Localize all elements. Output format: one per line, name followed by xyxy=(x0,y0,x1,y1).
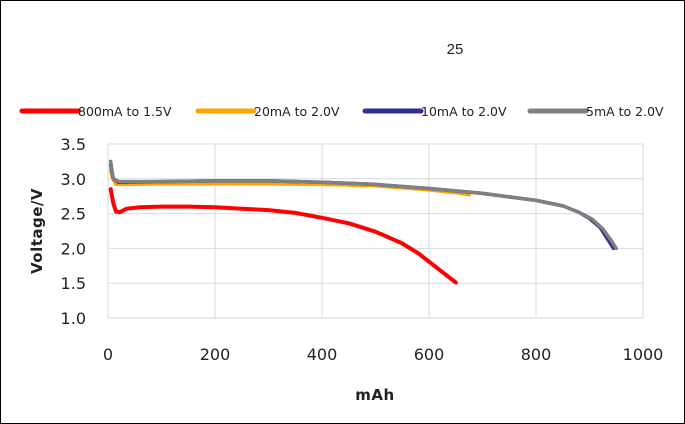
legend-label: 20mA to 2.0V xyxy=(254,104,340,119)
x-tick-label: 200 xyxy=(200,345,231,364)
y-axis-ticks: 1.0 1.5 2.0 2.5 3.0 3.5 xyxy=(61,135,86,328)
series-group xyxy=(108,159,619,285)
y-tick-label: 2.0 xyxy=(61,239,86,258)
x-axis-label: mAh xyxy=(355,386,394,404)
legend-label: 800mA to 1.5V xyxy=(78,104,172,119)
y-tick-label: 3.5 xyxy=(61,135,86,154)
y-axis-label: Voltage/V xyxy=(28,188,46,274)
x-axis-ticks: 0 200 400 600 800 1000 xyxy=(103,345,663,364)
x-tick-label: 400 xyxy=(307,345,338,364)
legend: 800mA to 1.5V 20mA to 2.0V 10mA to 2.0V 5mA… xyxy=(19,104,664,119)
x-tick-label: 600 xyxy=(414,345,445,364)
gridlines xyxy=(107,143,644,319)
legend-label: 5mA to 2.0V xyxy=(586,104,664,119)
series-line xyxy=(108,159,619,251)
y-tick-label: 1.0 xyxy=(61,309,86,328)
series-line xyxy=(108,187,458,285)
y-tick-label: 3.0 xyxy=(61,170,86,189)
x-tick-label: 800 xyxy=(521,345,552,364)
chart-title: 25 xyxy=(447,41,464,58)
x-tick-label: 1000 xyxy=(623,345,664,364)
x-tick-label: 0 xyxy=(103,345,113,364)
legend-label: 10mA to 2.0V xyxy=(421,104,507,119)
y-tick-label: 2.5 xyxy=(61,205,86,224)
y-tick-label: 1.5 xyxy=(61,274,86,293)
